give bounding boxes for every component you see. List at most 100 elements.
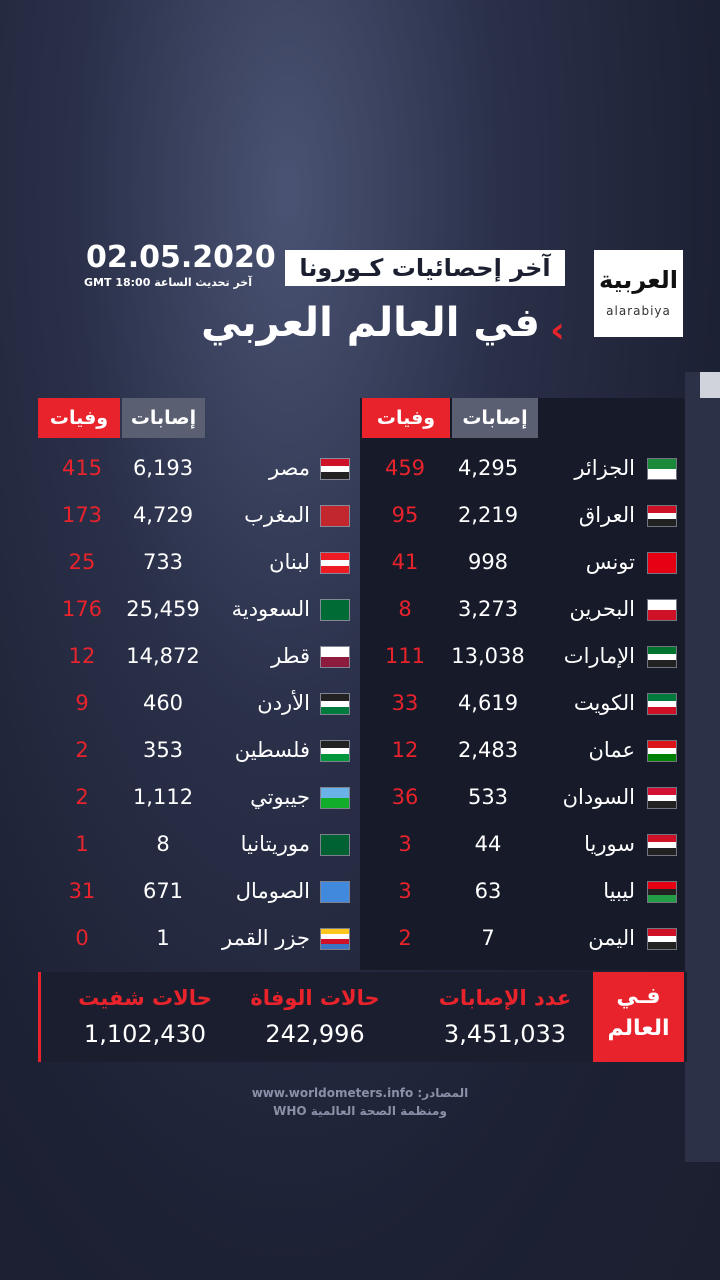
flag-stripe [648, 610, 676, 620]
flag [647, 740, 677, 762]
flag-stripe [648, 694, 676, 701]
flag-stripe [648, 512, 676, 520]
country-name: اليمن [588, 926, 635, 950]
flag-stripe [321, 747, 349, 755]
title: في العالم العربي [201, 300, 540, 346]
cases: 671 [142, 879, 184, 903]
cases: 3,273 [457, 597, 519, 621]
flag-stripe [321, 600, 349, 620]
flag-stripe [321, 754, 349, 761]
cases: 460 [142, 691, 184, 715]
country-name: عمان [588, 738, 636, 762]
world-stat-label: حالات الوفاة [250, 986, 380, 1010]
deaths: 33 [391, 691, 419, 715]
flag-stripe [648, 653, 676, 661]
flag [320, 928, 350, 950]
flag-stripe [321, 835, 349, 855]
update-time: آخر تحديث الساعة GMT 18:00 [84, 276, 252, 289]
flag-stripe [648, 519, 676, 526]
cases: 998 [467, 550, 509, 574]
flag [647, 834, 677, 856]
country-name: موريتانيا [240, 832, 310, 856]
world-label: فـي [616, 984, 661, 1009]
flag-stripe [321, 788, 349, 798]
flag [647, 881, 677, 903]
column-header: وفيات [362, 398, 450, 438]
cases: 1 [156, 926, 170, 950]
country-name: الجزائر [574, 456, 635, 480]
deaths: 3 [398, 832, 412, 856]
cases: 4,295 [457, 456, 519, 480]
cases: 63 [474, 879, 502, 903]
flag-stripe [321, 657, 349, 667]
source: المصادر: www.worldometers.info [251, 1086, 469, 1100]
source: ومنظمة الصحة العالمية WHO [273, 1104, 447, 1118]
title-chevron: ‹ [550, 310, 565, 351]
cases: 733 [142, 550, 184, 574]
flag-stripe [648, 841, 676, 849]
country-name: تونس [585, 550, 635, 574]
deaths: 0 [75, 926, 89, 950]
flag-stripe [648, 888, 676, 896]
flag-stripe [321, 939, 349, 944]
flag-stripe [321, 472, 349, 479]
flag-stripe [648, 788, 676, 795]
flag [320, 740, 350, 762]
flag-stripe [321, 929, 349, 934]
country-name: السودان [562, 785, 635, 809]
deaths: 25 [68, 550, 96, 574]
flag-stripe [321, 459, 349, 466]
flag-stripe [321, 694, 349, 701]
world-stat-value: 3,451,033 [443, 1020, 567, 1048]
flag [320, 693, 350, 715]
deaths: 12 [391, 738, 419, 762]
flag-stripe [648, 801, 676, 808]
cases: 4,729 [132, 503, 194, 527]
logo: العربية [598, 266, 679, 294]
flag-stripe [648, 700, 676, 708]
flag-stripe [648, 835, 676, 842]
flag [320, 787, 350, 809]
country-name: الصومال [235, 879, 310, 903]
deaths: 415 [61, 456, 103, 480]
flag-stripe [321, 944, 349, 949]
logo-box: العربية alarabiya [594, 250, 683, 337]
flag-stripe [321, 707, 349, 714]
side-mark [700, 372, 720, 398]
flag-stripe [321, 465, 349, 473]
flag-stripe [648, 469, 676, 479]
flag-stripe [648, 553, 676, 573]
column-header: إصابات [122, 398, 205, 438]
deaths: 2 [75, 738, 89, 762]
deaths: 459 [384, 456, 426, 480]
flag-stripe [648, 741, 676, 748]
flag [647, 646, 677, 668]
logo-latin: alarabiya [606, 304, 671, 318]
flag-stripe [648, 600, 676, 610]
flag-stripe [321, 647, 349, 657]
flag [320, 505, 350, 527]
deaths: 3 [398, 879, 412, 903]
country-name: قطر [271, 644, 310, 668]
country-name: جيبوتي [250, 785, 310, 809]
flag-stripe [648, 459, 676, 469]
deaths: 8 [398, 597, 412, 621]
flag [647, 458, 677, 480]
cases: 25,459 [126, 597, 200, 621]
cases: 44 [474, 832, 502, 856]
flag [320, 552, 350, 574]
world-bar [38, 972, 687, 1062]
country-name: سوريا [584, 832, 635, 856]
flag-stripe [321, 506, 349, 526]
flag-stripe [648, 754, 676, 761]
flag-stripe [321, 566, 349, 573]
country-name: مصر [268, 456, 310, 480]
cases: 533 [467, 785, 509, 809]
world-stat-value: 1,102,430 [83, 1020, 207, 1048]
country-name: فلسطين [234, 738, 310, 762]
country-name: المغرب [244, 503, 310, 527]
country-name: لبنان [269, 550, 310, 574]
deaths: 41 [391, 550, 419, 574]
flag-stripe [648, 935, 676, 943]
